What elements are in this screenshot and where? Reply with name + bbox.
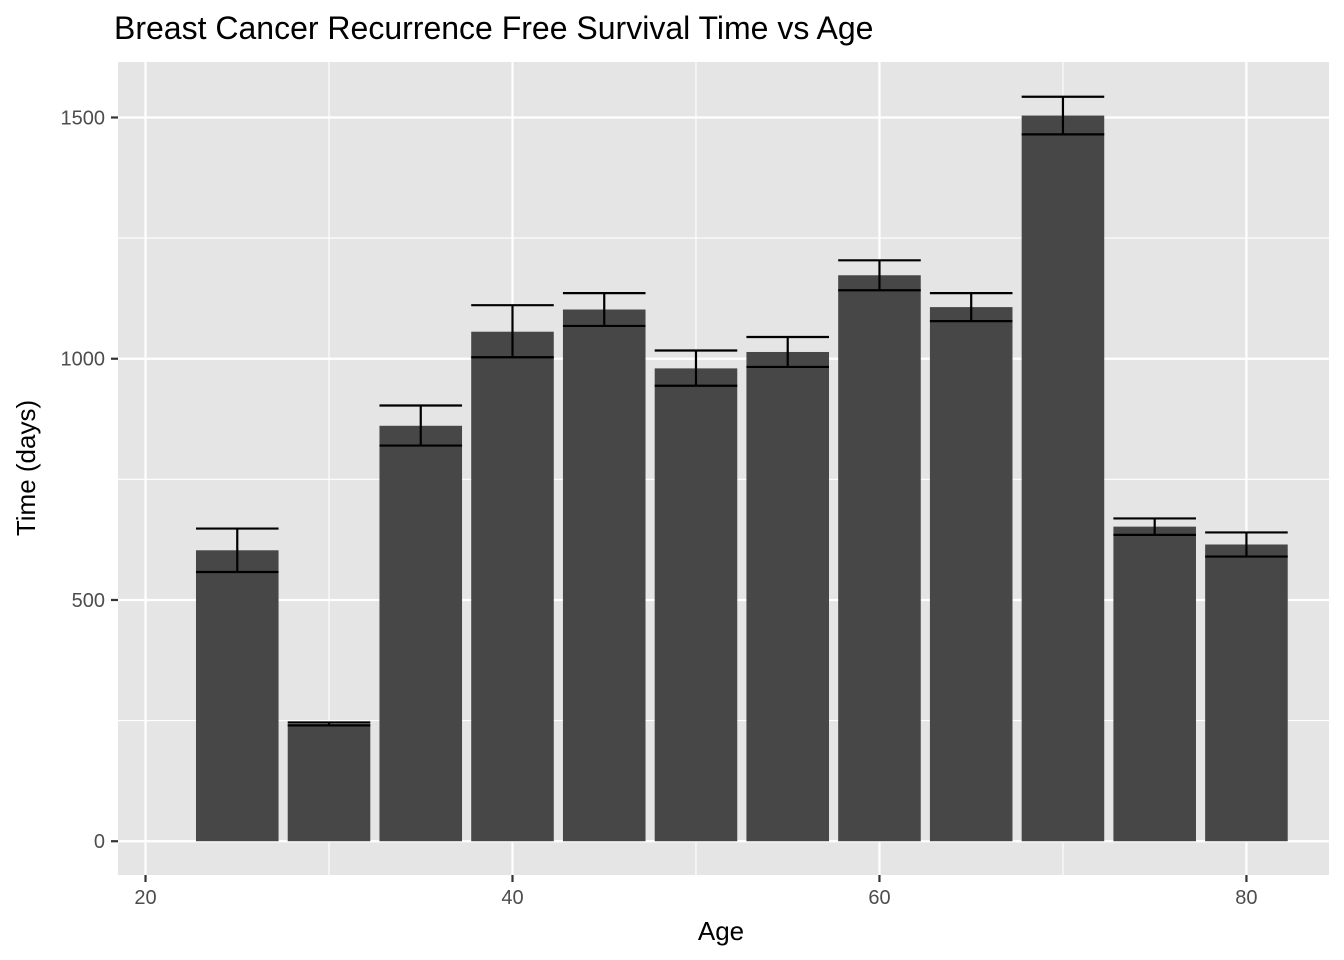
chart-title: Breast Cancer Recurrence Free Survival T… bbox=[114, 10, 873, 46]
error-bar bbox=[1205, 531, 1288, 558]
y-axis: 0 500 1000 1500 bbox=[61, 107, 118, 853]
x-tick-label: 20 bbox=[134, 887, 156, 909]
error-bar bbox=[1021, 95, 1105, 136]
bars bbox=[195, 115, 1288, 842]
y-axis-title: Time (days) bbox=[11, 400, 41, 536]
y-tick-label: 500 bbox=[72, 590, 105, 612]
error-bar bbox=[929, 292, 1013, 323]
error-bar bbox=[379, 404, 463, 447]
x-axis: 20 40 60 80 bbox=[134, 875, 1258, 909]
error-bar bbox=[746, 335, 830, 369]
error-bar bbox=[195, 527, 279, 574]
bar bbox=[1205, 544, 1288, 842]
bar bbox=[562, 309, 646, 842]
bar bbox=[1021, 115, 1105, 842]
bar bbox=[379, 425, 463, 842]
bar bbox=[195, 550, 279, 842]
bar bbox=[838, 275, 921, 842]
error-bar bbox=[287, 721, 371, 727]
x-axis-title: Age bbox=[698, 916, 744, 946]
bar bbox=[471, 331, 554, 842]
bar bbox=[654, 368, 738, 842]
error-bar bbox=[654, 349, 738, 387]
bar bbox=[1113, 526, 1196, 842]
y-tick-label: 1000 bbox=[61, 349, 106, 371]
x-tick-label: 40 bbox=[501, 887, 523, 909]
y-tick-label: 0 bbox=[94, 831, 105, 853]
y-tick-label: 1500 bbox=[61, 107, 106, 129]
error-bars bbox=[195, 95, 1288, 727]
bar bbox=[929, 307, 1013, 842]
x-tick-label: 80 bbox=[1235, 887, 1257, 909]
error-bar bbox=[471, 304, 554, 359]
x-tick-label: 60 bbox=[868, 887, 890, 909]
error-bar bbox=[562, 292, 646, 328]
bar bbox=[287, 723, 371, 842]
bar bbox=[746, 351, 830, 842]
error-bar bbox=[1113, 517, 1196, 536]
error-bar bbox=[838, 259, 921, 292]
